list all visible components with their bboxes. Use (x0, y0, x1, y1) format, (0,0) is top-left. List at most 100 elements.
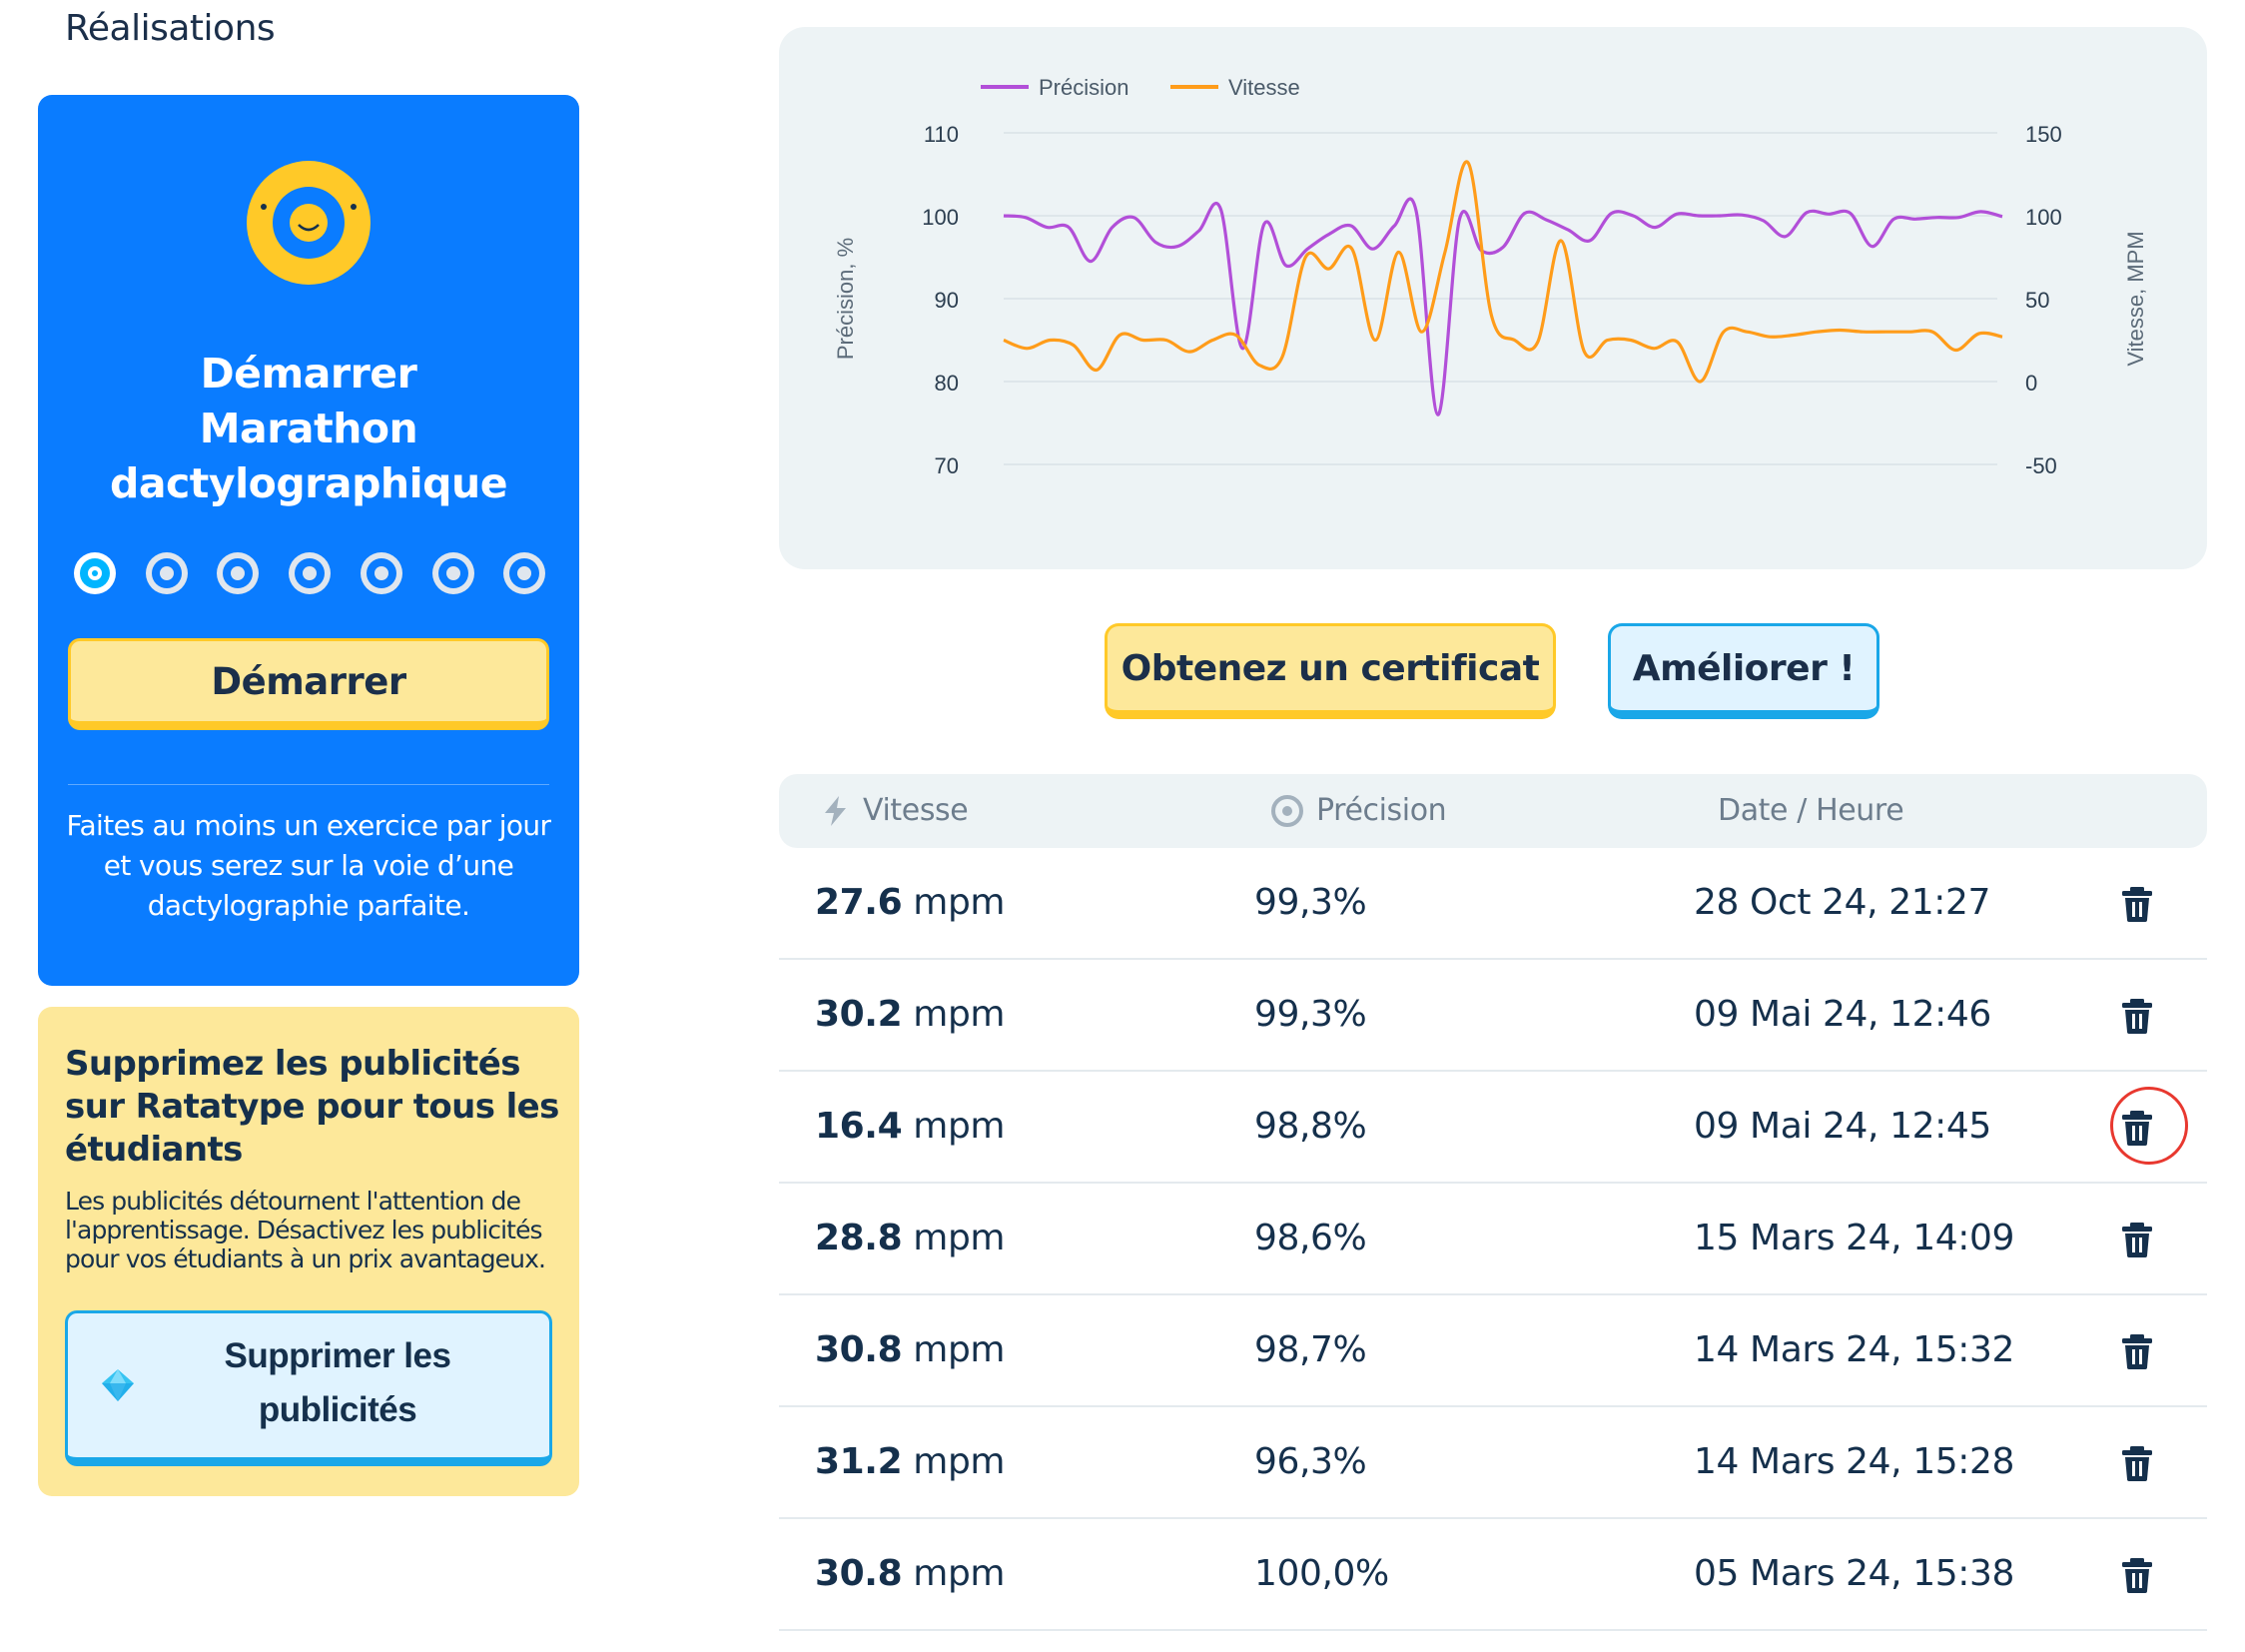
ads-title: Supprimez les publicités sur Ratatype po… (65, 1044, 559, 1170)
trash-icon (2122, 1223, 2152, 1257)
delete-result-button[interactable] (2114, 1216, 2160, 1261)
results-table: 27.6 mpm 99,3% 28 Oct 24, 21:27 30.2 mpm 99,… (779, 848, 2207, 1631)
progress-dot (503, 552, 546, 594)
datetime-cell: 28 Oct 24, 21:27 (1694, 882, 1990, 923)
table-row: 27.6 mpm 99,3% 28 Oct 24, 21:27 (779, 848, 2207, 960)
speed-value: 30.8 (815, 1553, 903, 1594)
results-table-header: Vitesse Précision Date / Heure (779, 774, 2207, 848)
accuracy-cell: 99,3% (1254, 994, 1367, 1035)
y-left-tick-label: 110 (924, 122, 959, 147)
header-datetime: Date / Heure (1718, 793, 1904, 828)
section-title: Réalisations (65, 8, 276, 49)
ads-description: Les publicités détournent l'attention de… (65, 1187, 546, 1273)
mascot-logo-icon (247, 161, 371, 285)
speed-cell: 30.8 mpm (815, 1295, 1005, 1405)
trash-icon (2122, 1558, 2152, 1593)
speed-unit: mpm (913, 882, 1006, 923)
y-left-axis-label: Précision, % (833, 238, 858, 360)
speed-cell: 30.8 mpm (815, 1519, 1005, 1629)
datetime-cell: 09 Mai 24, 12:45 (1694, 1106, 1991, 1147)
accuracy-cell: 98,8% (1254, 1106, 1367, 1147)
trash-icon (2122, 887, 2152, 922)
remove-ads-card: Supprimez les publicités sur Ratatype po… (38, 1007, 579, 1496)
marathon-progress-dots (72, 550, 551, 596)
progress-dot-active (74, 552, 116, 594)
trash-icon (2122, 1111, 2152, 1146)
delete-result-button[interactable] (2114, 1439, 2160, 1485)
lightning-icon (825, 796, 846, 826)
accuracy-cell: 98,7% (1254, 1329, 1367, 1370)
accuracy-series-line (1003, 197, 2003, 416)
results-chart: 110 100 90 80 70 150 100 50 0 -50 Précision, % Vite… (779, 27, 2207, 569)
accuracy-cell: 98,6% (1254, 1218, 1367, 1258)
accuracy-cell: 96,3% (1254, 1441, 1367, 1482)
y-right-tick-label: 150 (2025, 122, 2062, 147)
table-row: 16.4 mpm 98,8% 09 Mai 24, 12:45 (779, 1072, 2207, 1184)
header-accuracy: Précision (1316, 793, 1447, 828)
table-row: 28.8 mpm 98,6% 15 Mars 24, 14:09 (779, 1184, 2207, 1295)
chart-svg: 110 100 90 80 70 150 100 50 0 -50 Précision, % Vite… (833, 75, 2148, 478)
table-row: 30.2 mpm 99,3% 09 Mai 24, 12:46 (779, 960, 2207, 1072)
y-right-tick-label: 50 (2025, 288, 2049, 313)
diamond-icon (102, 1369, 134, 1401)
speed-value: 30.2 (815, 994, 903, 1035)
datetime-cell: 15 Mars 24, 14:09 (1694, 1218, 2015, 1258)
remove-ads-button[interactable]: Supprimer les publicités (65, 1310, 552, 1466)
target-icon (1271, 795, 1303, 827)
table-row: 30.8 mpm 100,0% 05 Mars 24, 15:38 (779, 1519, 2207, 1631)
delete-result-button[interactable] (2114, 1327, 2160, 1373)
speed-unit: mpm (913, 1329, 1006, 1370)
speed-unit: mpm (913, 1106, 1006, 1147)
marathon-card: Démarrer Marathon dactylographique Démar… (38, 95, 579, 986)
start-marathon-button[interactable]: Démarrer (68, 638, 549, 730)
card-divider (68, 784, 549, 785)
speed-cell: 30.2 mpm (815, 960, 1005, 1070)
marathon-description: Faites au moins un exercice par jour et … (66, 809, 552, 922)
datetime-cell: 14 Mars 24, 15:28 (1694, 1441, 2015, 1482)
speed-value: 28.8 (815, 1218, 903, 1258)
legend-label: Vitesse (1228, 75, 1300, 100)
delete-result-button[interactable] (2114, 880, 2160, 926)
speed-value: 30.8 (815, 1329, 903, 1370)
y-left-tick-label: 90 (935, 288, 959, 313)
y-right-tick-label: -50 (2025, 453, 2057, 478)
table-row: 30.8 mpm 98,7% 14 Mars 24, 15:32 (779, 1295, 2207, 1407)
y-right-axis-label: Vitesse, MPM (2123, 231, 2148, 366)
accuracy-cell: 99,3% (1254, 882, 1367, 923)
marathon-title: Démarrer Marathon dactylographique (109, 350, 508, 507)
speed-unit: mpm (913, 1218, 1006, 1258)
y-left-tick-label: 80 (935, 371, 959, 396)
delete-result-button[interactable] (2114, 1104, 2160, 1150)
speed-value: 31.2 (815, 1441, 903, 1482)
speed-series-line (1003, 160, 2003, 384)
get-certificate-button[interactable]: Obtenez un certificat (1105, 623, 1556, 719)
legend-label: Précision (1039, 75, 1128, 100)
y-right-tick-label: 100 (2025, 205, 2062, 230)
progress-dot (289, 552, 332, 594)
datetime-cell: 09 Mai 24, 12:46 (1694, 994, 1991, 1035)
remove-ads-label: Supprimer les publicités (224, 1336, 451, 1429)
speed-unit: mpm (913, 1553, 1006, 1594)
speed-cell: 16.4 mpm (815, 1072, 1005, 1182)
speed-unit: mpm (913, 1441, 1006, 1482)
speed-unit: mpm (913, 994, 1006, 1035)
datetime-cell: 05 Mars 24, 15:38 (1694, 1553, 2015, 1594)
y-right-tick-label: 0 (2025, 371, 2037, 396)
datetime-cell: 14 Mars 24, 15:32 (1694, 1329, 2015, 1370)
speed-value: 27.6 (815, 882, 903, 923)
table-row: 31.2 mpm 96,3% 14 Mars 24, 15:28 (779, 1407, 2207, 1519)
speed-cell: 31.2 mpm (815, 1407, 1005, 1517)
speed-cell: 27.6 mpm (815, 848, 1005, 958)
progress-dot (145, 552, 188, 594)
progress-dot (217, 552, 260, 594)
delete-result-button[interactable] (2114, 1551, 2160, 1597)
improve-button[interactable]: Améliorer ! (1608, 623, 1879, 719)
accuracy-cell: 100,0% (1254, 1553, 1389, 1594)
speed-value: 16.4 (815, 1106, 903, 1147)
speed-cell: 28.8 mpm (815, 1184, 1005, 1293)
trash-icon (2122, 999, 2152, 1034)
y-left-tick-label: 100 (922, 205, 959, 230)
progress-dot (431, 552, 474, 594)
delete-result-button[interactable] (2114, 992, 2160, 1038)
trash-icon (2122, 1446, 2152, 1481)
